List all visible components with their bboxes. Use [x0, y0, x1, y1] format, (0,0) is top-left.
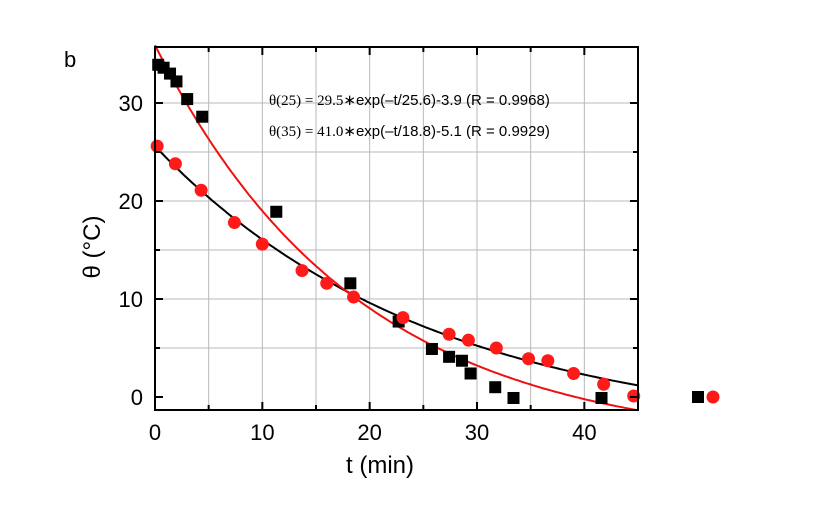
y-axis-title: θ (°C) — [79, 216, 106, 279]
legend — [692, 390, 720, 404]
square-point — [170, 75, 183, 88]
x-tick-label: 0 — [149, 420, 161, 445]
x-tick-label: 40 — [572, 420, 596, 445]
fit-equation-25-lhs: θ(25) = 29.5∗ — [269, 93, 356, 109]
fit-curve-25 — [154, 145, 639, 387]
square-point — [489, 381, 502, 394]
y-tick-label: 30 — [119, 91, 143, 116]
x-axis-title: t (min) — [346, 452, 414, 479]
x-tick-label: 10 — [250, 420, 274, 445]
square-point — [455, 354, 468, 367]
y-tick-label: 10 — [119, 287, 143, 312]
square-point — [507, 391, 520, 404]
square-point — [464, 367, 477, 380]
circle-point — [396, 311, 410, 325]
plot-frame — [154, 46, 639, 411]
circle-point — [227, 216, 241, 230]
circle-point — [461, 333, 475, 347]
legend-circle-marker — [706, 390, 720, 404]
y-tick-label: 20 — [119, 189, 143, 214]
y-tick-label: 0 — [131, 385, 143, 410]
x-tick-label: 20 — [357, 420, 381, 445]
x-tick-label: 30 — [465, 420, 489, 445]
fit-equation-25: θ(25) = 29.5∗exp(–t/25.6)-3.9 (R = 0.996… — [269, 92, 550, 109]
circle-point — [541, 354, 555, 368]
panel-label: b — [64, 47, 76, 72]
circle-point — [194, 183, 208, 197]
axis-ticks: 0 10 20 30 40 0 10 20 30 — [119, 47, 639, 445]
circle-point — [150, 139, 164, 153]
circle-point — [347, 290, 361, 304]
square-point — [181, 93, 194, 106]
square-point — [425, 342, 438, 355]
circle-point — [567, 366, 581, 380]
square-point — [196, 110, 209, 123]
legend-square-marker — [692, 391, 704, 403]
fit-equation-35-lhs: θ(35) = 41.0∗ — [269, 124, 356, 140]
circle-point — [295, 264, 309, 278]
data-points — [150, 58, 641, 404]
fit-equation-25-rhs: exp(–t/25.6)-3.9 (R = 0.9968) — [356, 92, 550, 109]
circle-point — [489, 341, 503, 355]
circle-point — [442, 327, 456, 341]
square-point — [443, 350, 456, 363]
circle-point — [168, 157, 182, 171]
square-point — [270, 205, 283, 218]
circle-point — [597, 377, 611, 391]
circle-point — [522, 352, 536, 366]
circle-point — [320, 276, 334, 290]
circle-point — [255, 237, 269, 251]
square-point — [344, 277, 357, 290]
grid — [155, 47, 638, 410]
square-point — [595, 391, 608, 404]
fit-equation-35-rhs: exp(–t/18.8)-5.1 (R = 0.9929) — [356, 123, 550, 140]
fit-equation-35: θ(35) = 41.0∗exp(–t/18.8)-5.1 (R = 0.992… — [269, 123, 550, 140]
